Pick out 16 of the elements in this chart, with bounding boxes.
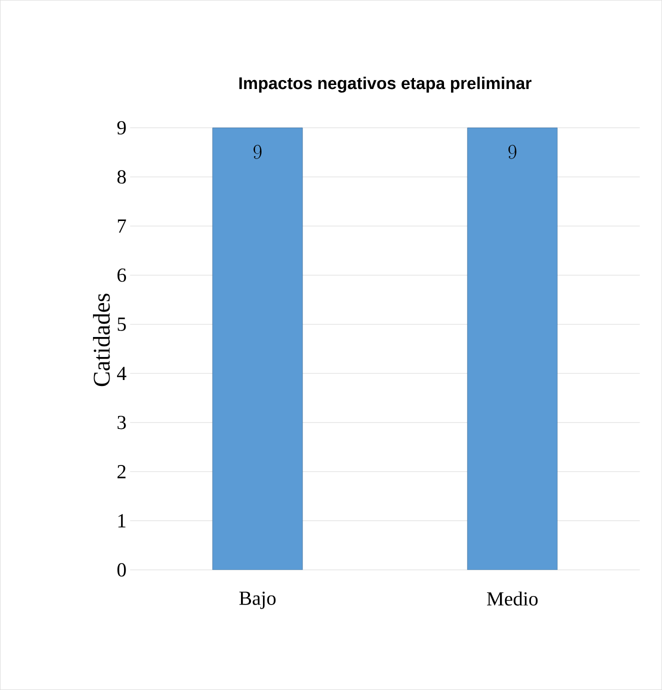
y-tick-label: 4 [117,366,126,380]
x-tick-label: Medio [486,592,538,606]
y-tick-label: 9 [117,121,126,134]
y-axis-title: Catidades [92,294,110,386]
chart-title: Impactos negativos etapa preliminar [239,76,532,93]
y-tick-label: 1 [118,514,126,528]
y-tick-label: 0 [117,563,126,577]
y-tick-label: 5 [118,318,126,331]
y-tick-label: 3 [118,416,126,430]
y-tick-label: 8 [117,170,126,184]
y-tick-label: 7 [118,220,126,233]
y-tick-label: 2 [118,465,126,478]
y-tick-label: 6 [118,268,126,282]
x-tick-label: Bajo [239,592,276,609]
data-label: 9 [508,144,516,159]
data-label: 9 [254,144,262,159]
